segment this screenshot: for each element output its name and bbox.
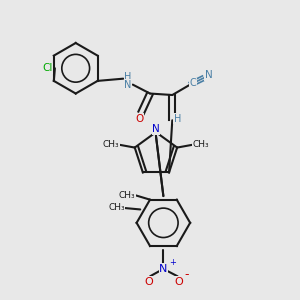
Text: CH₃: CH₃ bbox=[103, 140, 119, 149]
Text: CH₃: CH₃ bbox=[193, 140, 209, 149]
Text: N: N bbox=[159, 264, 168, 274]
Text: +: + bbox=[169, 258, 176, 267]
Text: CH₃: CH₃ bbox=[118, 191, 135, 200]
Text: N: N bbox=[152, 124, 160, 134]
Text: N: N bbox=[124, 80, 131, 90]
Text: O: O bbox=[136, 114, 144, 124]
Text: H: H bbox=[124, 72, 131, 82]
Text: H: H bbox=[174, 114, 181, 124]
Text: N: N bbox=[205, 70, 213, 80]
Text: -: - bbox=[184, 268, 189, 281]
Text: O: O bbox=[144, 277, 153, 287]
Text: Cl: Cl bbox=[42, 63, 52, 73]
Text: O: O bbox=[175, 277, 184, 287]
Text: C: C bbox=[190, 78, 196, 88]
Text: CH₃: CH₃ bbox=[108, 203, 125, 212]
